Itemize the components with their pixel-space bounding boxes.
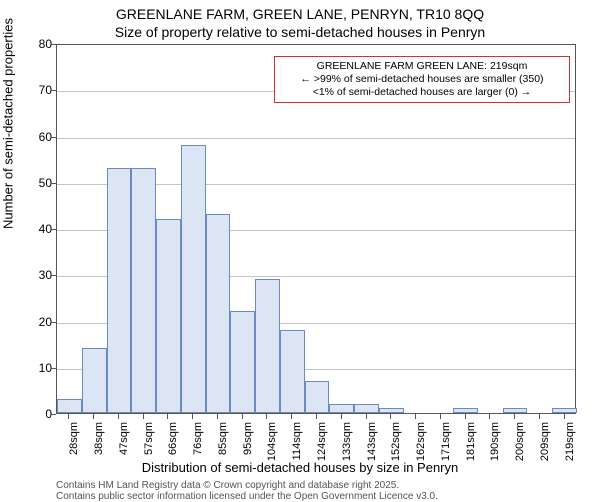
- y-tick-label: 80: [12, 37, 52, 51]
- y-tick-label: 30: [12, 268, 52, 282]
- x-tick-mark: [341, 414, 342, 419]
- x-tick-mark: [242, 414, 243, 419]
- footer-line1: Contains HM Land Registry data © Crown c…: [56, 480, 399, 491]
- histogram-bar: [57, 399, 82, 413]
- y-tick-label: 40: [12, 222, 52, 236]
- histogram-bar: [206, 214, 231, 413]
- gridline: [57, 138, 575, 139]
- histogram-bar: [329, 404, 354, 413]
- x-tick-mark: [217, 414, 218, 419]
- y-tick-label: 0: [12, 407, 52, 421]
- x-tick-mark: [514, 414, 515, 419]
- x-tick-mark: [68, 414, 69, 419]
- histogram-bar: [503, 408, 528, 413]
- chart-container: GREENLANE FARM, GREEN LANE, PENRYN, TR10…: [0, 0, 600, 500]
- histogram-bar: [354, 404, 379, 413]
- histogram-bar: [453, 408, 478, 413]
- x-tick-mark: [440, 414, 441, 419]
- chart-title-line1: GREENLANE FARM, GREEN LANE, PENRYN, TR10…: [0, 6, 600, 22]
- x-axis-label: Distribution of semi-detached houses by …: [0, 460, 600, 475]
- histogram-bar: [255, 279, 280, 413]
- x-tick-mark: [167, 414, 168, 419]
- histogram-bar: [230, 311, 255, 413]
- y-tick-label: 10: [12, 361, 52, 375]
- x-tick-mark: [266, 414, 267, 419]
- x-tick-mark: [93, 414, 94, 419]
- x-tick-mark: [192, 414, 193, 419]
- x-tick-mark: [415, 414, 416, 419]
- x-tick-mark: [366, 414, 367, 419]
- annotation-line3: <1% of semi-detached houses are larger (…: [281, 86, 563, 99]
- y-tick-mark: [51, 414, 56, 415]
- x-tick-mark: [489, 414, 490, 419]
- y-tick-label: 20: [12, 315, 52, 329]
- x-tick-mark: [143, 414, 144, 419]
- x-tick-mark: [316, 414, 317, 419]
- x-tick-mark: [390, 414, 391, 419]
- histogram-bar: [82, 348, 107, 413]
- histogram-bar: [379, 408, 404, 413]
- histogram-bar: [305, 381, 330, 413]
- y-tick-label: 60: [12, 130, 52, 144]
- histogram-bar: [156, 219, 181, 413]
- histogram-bar: [280, 330, 305, 413]
- x-tick-mark: [564, 414, 565, 419]
- annotation-box: GREENLANE FARM GREEN LANE: 219sqm ← >99%…: [274, 56, 570, 103]
- histogram-bar: [552, 408, 577, 413]
- annotation-line1: GREENLANE FARM GREEN LANE: 219sqm: [281, 60, 563, 73]
- x-tick-mark: [539, 414, 540, 419]
- y-tick-label: 70: [12, 83, 52, 97]
- x-tick-mark: [118, 414, 119, 419]
- x-tick-mark: [291, 414, 292, 419]
- x-tick-mark: [465, 414, 466, 419]
- chart-title-line2: Size of property relative to semi-detach…: [0, 24, 600, 40]
- annotation-line2: ← >99% of semi-detached houses are small…: [281, 73, 563, 86]
- y-tick-label: 50: [12, 176, 52, 190]
- histogram-bar: [107, 168, 132, 413]
- footer-line2: Contains public sector information licen…: [56, 491, 438, 502]
- histogram-bar: [131, 168, 156, 413]
- histogram-bar: [181, 145, 206, 413]
